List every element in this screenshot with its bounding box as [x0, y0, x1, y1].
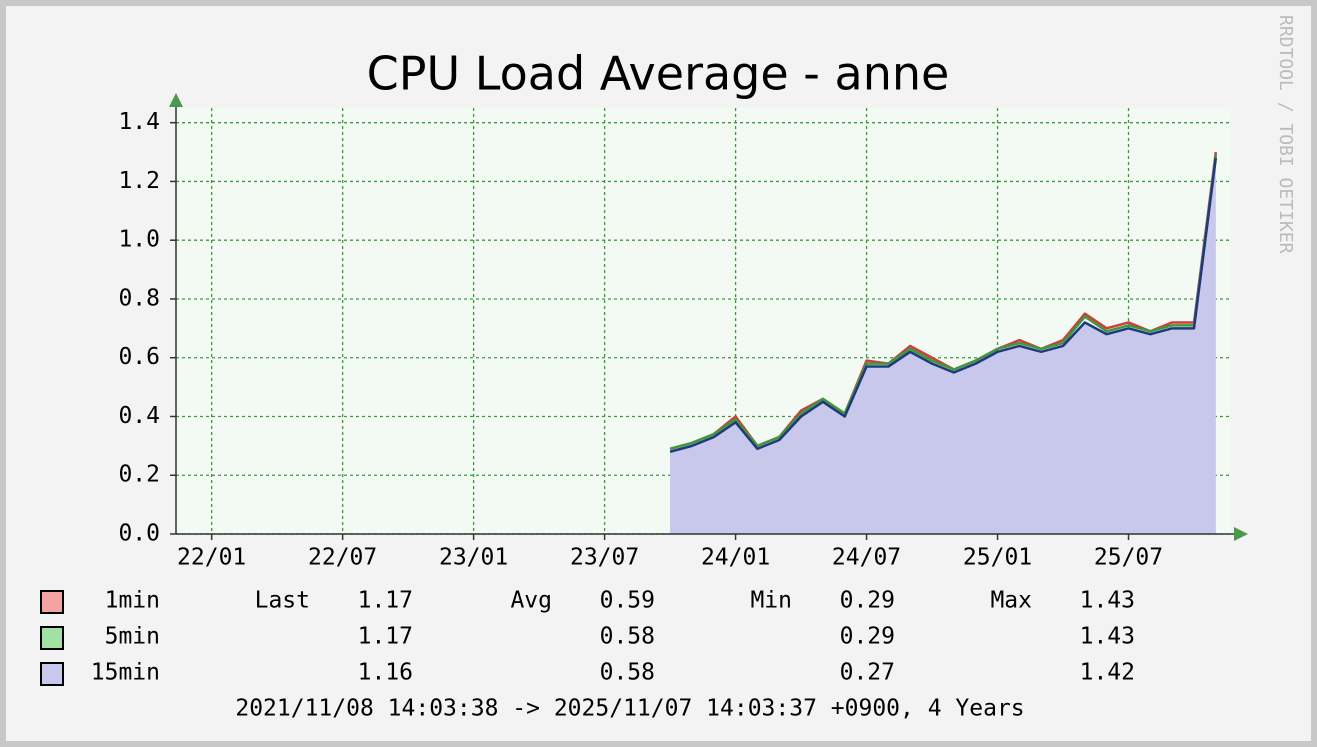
legend-swatch	[40, 626, 64, 650]
y-tick-label: 1.0	[118, 227, 160, 253]
x-tick-label: 25/01	[963, 545, 1032, 571]
stat-value: 1.16	[358, 660, 413, 686]
legend-swatch	[40, 590, 64, 614]
x-tick-label: 24/01	[701, 545, 770, 571]
stat-value: 0.29	[840, 624, 895, 650]
stat-value: 1.43	[1080, 624, 1135, 650]
stat-value: 0.58	[600, 660, 655, 686]
stat-label: Avg	[510, 588, 552, 614]
axis-arrow	[1234, 527, 1248, 541]
y-tick-label: 1.2	[118, 168, 160, 194]
stat-value: 0.29	[840, 588, 895, 614]
x-tick-label: 22/07	[308, 545, 377, 571]
chart-title: CPU Load Average - anne	[367, 47, 950, 101]
stat-value: 0.59	[600, 588, 655, 614]
x-tick-label: 24/07	[832, 545, 901, 571]
stat-value: 0.27	[840, 660, 895, 686]
x-tick-label: 22/01	[177, 545, 246, 571]
legend-label: 15min	[91, 660, 160, 686]
line	[669, 154, 1218, 451]
legend-label: 1min	[105, 588, 160, 614]
x-tick-label: 25/07	[1094, 545, 1163, 571]
area	[670, 157, 1216, 534]
stat-value: 1.17	[358, 588, 413, 614]
stat-label: Max	[990, 588, 1032, 614]
legend-swatch	[40, 662, 64, 686]
stat-label: Min	[750, 588, 792, 614]
stat-label: Last	[255, 588, 310, 614]
legend-label: 5min	[105, 624, 160, 650]
y-tick-label: 0.8	[118, 285, 160, 311]
y-tick-label: 0.4	[118, 403, 160, 429]
axis-arrow	[169, 93, 183, 107]
stat-value: 1.43	[1080, 588, 1135, 614]
x-tick-label: 23/07	[570, 545, 639, 571]
watermark: RRDTOOL / TOBI OETIKER	[1275, 15, 1296, 254]
stat-value: 1.17	[358, 624, 413, 650]
x-tick-label: 23/01	[439, 545, 508, 571]
stat-value: 1.42	[1080, 660, 1135, 686]
y-tick-label: 0.2	[118, 462, 160, 488]
stat-value: 0.58	[600, 624, 655, 650]
y-tick-label: 1.4	[118, 109, 160, 135]
footer: 2021/11/08 14:03:38 -> 2025/11/07 14:03:…	[235, 696, 1024, 722]
line	[669, 157, 1218, 453]
y-tick-label: 0.0	[118, 521, 160, 547]
y-tick-label: 0.6	[118, 344, 160, 370]
